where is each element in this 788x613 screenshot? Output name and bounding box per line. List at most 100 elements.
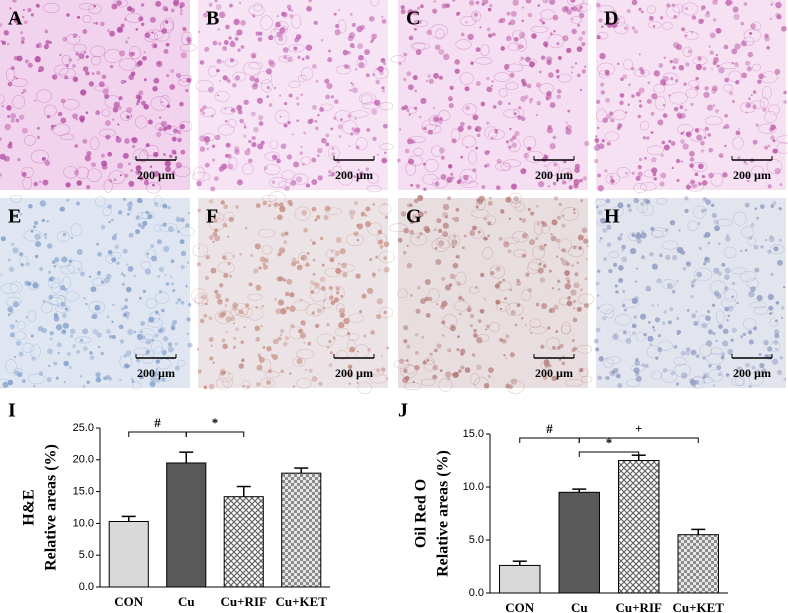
cell [286, 306, 290, 310]
cell [703, 91, 710, 99]
cell [456, 348, 460, 352]
cell [198, 30, 201, 33]
cell [477, 230, 481, 234]
cell [291, 261, 297, 267]
cell [282, 11, 288, 18]
membrane [248, 61, 264, 70]
cell [311, 179, 318, 185]
cell [288, 372, 292, 375]
cell [155, 368, 159, 371]
cell [239, 253, 242, 256]
cell [714, 108, 720, 114]
cell [558, 202, 562, 207]
cell [277, 252, 282, 257]
membrane [91, 55, 101, 66]
membrane [431, 238, 450, 252]
cell [285, 291, 290, 297]
cell [122, 274, 126, 278]
cell [280, 308, 287, 315]
cell [638, 104, 643, 108]
cell [567, 109, 571, 113]
cell [720, 355, 725, 360]
cell [205, 255, 210, 260]
cell [766, 45, 770, 50]
cell [537, 267, 544, 274]
membrane [260, 378, 275, 388]
membrane [538, 83, 555, 94]
cell [469, 324, 474, 328]
membrane [215, 377, 230, 390]
membrane [462, 103, 478, 116]
membrane [215, 310, 233, 324]
cell [780, 316, 784, 320]
membrane [367, 222, 383, 236]
membrane [0, 283, 19, 294]
cell [305, 262, 310, 267]
cell [358, 54, 364, 61]
cell [510, 310, 516, 316]
cell [451, 138, 457, 144]
cell [18, 252, 24, 257]
membrane [558, 297, 569, 306]
cell [290, 179, 297, 186]
cell [13, 55, 19, 61]
membrane [610, 206, 624, 217]
membrane [597, 218, 611, 226]
membrane [42, 2, 60, 13]
membrane [529, 326, 547, 334]
cell [747, 51, 754, 58]
cell [539, 277, 546, 283]
cell [234, 36, 239, 41]
cell [44, 236, 47, 240]
cell [4, 123, 11, 131]
membrane [146, 182, 161, 194]
cell [197, 369, 202, 374]
cell [596, 2, 601, 8]
cell [610, 118, 615, 123]
bar [166, 462, 207, 588]
cell [755, 369, 761, 375]
panel-label: E [8, 206, 21, 228]
cell [138, 374, 144, 380]
cell [723, 286, 729, 291]
cell [179, 6, 183, 9]
membrane [482, 246, 493, 260]
cell [653, 177, 657, 181]
cell [680, 139, 685, 144]
membrane [262, 194, 277, 202]
membrane [234, 303, 249, 317]
membrane [424, 359, 436, 372]
cell [601, 139, 605, 143]
cell [145, 339, 152, 345]
micrograph-bg [0, 0, 190, 190]
cell [161, 308, 165, 313]
panel-label: G [406, 206, 422, 228]
cell [497, 281, 501, 285]
cell [616, 21, 619, 24]
membrane [192, 243, 209, 257]
cell [100, 224, 106, 230]
cell [98, 345, 101, 349]
cell [606, 242, 612, 247]
cell [679, 105, 684, 110]
cell [102, 88, 109, 95]
cell [33, 181, 38, 187]
cell [73, 169, 80, 176]
cell [716, 64, 720, 68]
cell [472, 225, 477, 231]
cell [9, 332, 15, 338]
cell [268, 59, 274, 66]
cell [329, 351, 333, 355]
cell [116, 261, 120, 265]
membrane [66, 33, 81, 45]
cell [680, 160, 683, 163]
cell [46, 348, 54, 355]
cell [663, 144, 670, 151]
cell [540, 55, 546, 61]
cell [114, 244, 120, 250]
membrane [470, 227, 484, 239]
cell [579, 178, 583, 183]
cell [43, 233, 48, 237]
cell [338, 262, 341, 265]
cell [97, 270, 101, 275]
